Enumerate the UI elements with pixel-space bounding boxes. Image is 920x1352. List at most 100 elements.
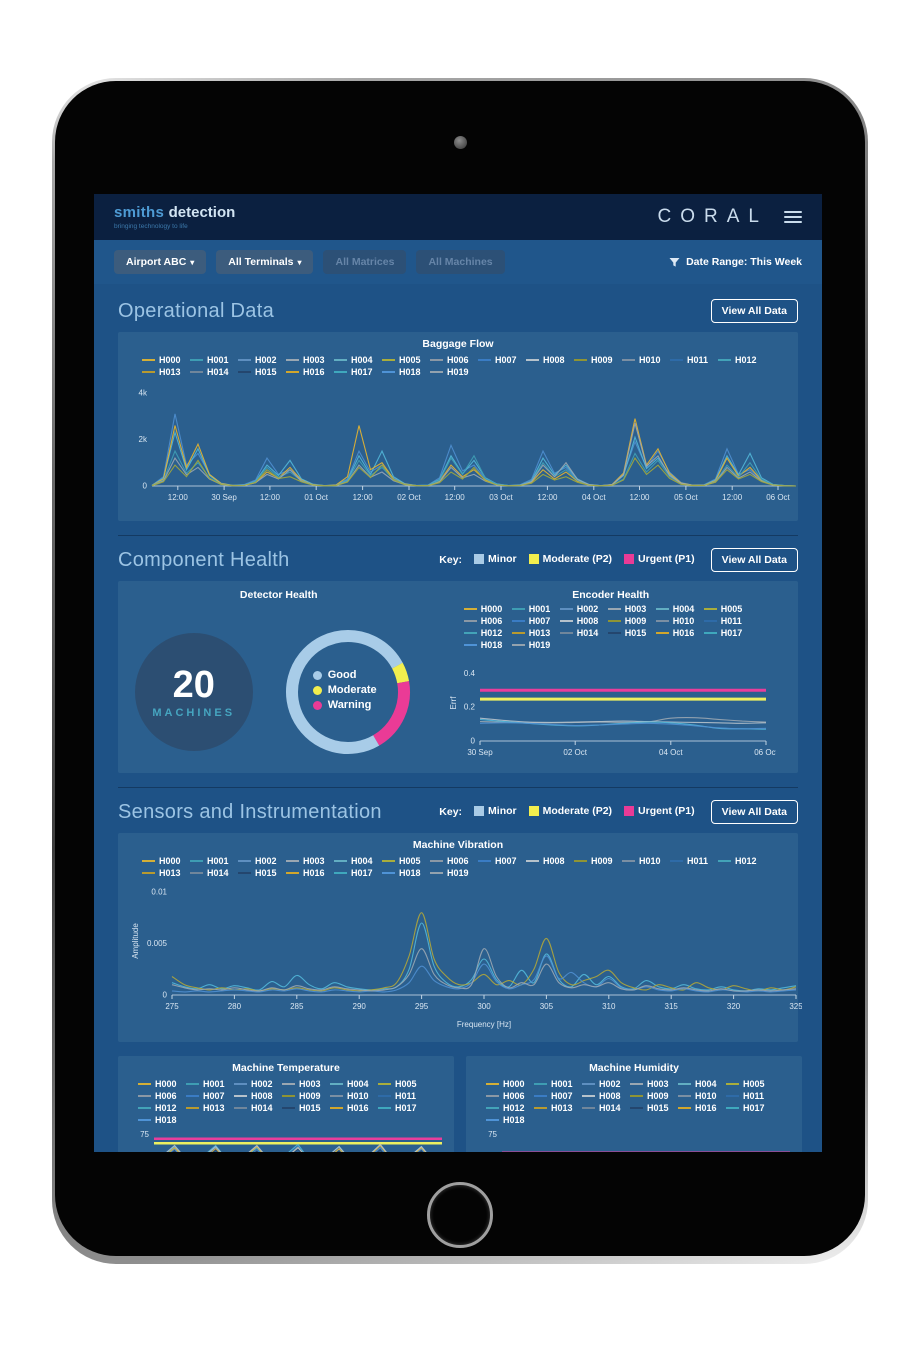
- legend-item-H000[interactable]: H000: [486, 1078, 534, 1090]
- legend-item-H009[interactable]: H009: [282, 1090, 330, 1102]
- legend-item-H008[interactable]: H008: [526, 855, 574, 867]
- matrices-dropdown[interactable]: All Matrices: [323, 250, 407, 274]
- legend-item-H005[interactable]: H005: [378, 1078, 426, 1090]
- legend-item-H011[interactable]: H011: [378, 1090, 426, 1102]
- legend-item-H017[interactable]: H017: [334, 867, 382, 879]
- legend-item-H003[interactable]: H003: [286, 855, 334, 867]
- legend-item-H016[interactable]: H016: [286, 867, 334, 879]
- legend-item-H013[interactable]: H013: [534, 1102, 582, 1114]
- legend-item-H015[interactable]: H015: [607, 627, 656, 639]
- legend-item-H002[interactable]: H002: [238, 354, 286, 366]
- legend-item-H014[interactable]: H014: [582, 1102, 630, 1114]
- legend-item-H012[interactable]: H012: [486, 1102, 534, 1114]
- legend-item-H019[interactable]: H019: [430, 867, 478, 879]
- legend-item-H005[interactable]: H005: [382, 354, 430, 366]
- legend-item-H016[interactable]: H016: [655, 627, 704, 639]
- legend-item-H002[interactable]: H002: [238, 855, 286, 867]
- legend-item-H014[interactable]: H014: [190, 366, 238, 378]
- menu-icon[interactable]: [784, 208, 802, 226]
- legend-item-H007[interactable]: H007: [478, 354, 526, 366]
- legend-item-H011[interactable]: H011: [726, 1090, 774, 1102]
- legend-item-H018[interactable]: H018: [382, 867, 430, 879]
- legend-item-H008[interactable]: H008: [559, 615, 608, 627]
- legend-item-H000[interactable]: H000: [142, 855, 190, 867]
- machines-dropdown[interactable]: All Machines: [416, 250, 505, 274]
- legend-item-H014[interactable]: H014: [190, 867, 238, 879]
- legend-item-H004[interactable]: H004: [678, 1078, 726, 1090]
- legend-item-H007[interactable]: H007: [534, 1090, 582, 1102]
- view-all-data-button-component[interactable]: View All Data: [710, 548, 798, 572]
- legend-item-H000[interactable]: H000: [142, 354, 190, 366]
- legend-item-H015[interactable]: H015: [238, 366, 286, 378]
- legend-item-H003[interactable]: H003: [630, 1078, 678, 1090]
- legend-item-H005[interactable]: H005: [382, 855, 430, 867]
- legend-item-H015[interactable]: H015: [282, 1102, 330, 1114]
- legend-item-H012[interactable]: H012: [463, 627, 512, 639]
- legend-item-H003[interactable]: H003: [282, 1078, 330, 1090]
- legend-item-H010[interactable]: H010: [330, 1090, 378, 1102]
- legend-item-H016[interactable]: H016: [678, 1102, 726, 1114]
- legend-item-H001[interactable]: H001: [511, 603, 560, 615]
- legend-item-H008[interactable]: H008: [582, 1090, 630, 1102]
- legend-item-H013[interactable]: H013: [511, 627, 560, 639]
- legend-item-H000[interactable]: H000: [138, 1078, 186, 1090]
- legend-item-H010[interactable]: H010: [622, 354, 670, 366]
- legend-item-H002[interactable]: H002: [559, 603, 608, 615]
- legend-item-H018[interactable]: H018: [138, 1114, 186, 1126]
- legend-item-H006[interactable]: H006: [430, 855, 478, 867]
- legend-item-H007[interactable]: H007: [186, 1090, 234, 1102]
- legend-item-H006[interactable]: H006: [430, 354, 478, 366]
- home-button[interactable]: [427, 1182, 493, 1248]
- legend-item-H002[interactable]: H002: [582, 1078, 630, 1090]
- legend-item-H016[interactable]: H016: [330, 1102, 378, 1114]
- legend-item-H005[interactable]: H005: [703, 603, 752, 615]
- legend-item-H013[interactable]: H013: [186, 1102, 234, 1114]
- legend-item-H013[interactable]: H013: [142, 867, 190, 879]
- legend-item-H006[interactable]: H006: [138, 1090, 186, 1102]
- legend-item-H017[interactable]: H017: [726, 1102, 774, 1114]
- legend-item-H004[interactable]: H004: [334, 354, 382, 366]
- legend-item-H001[interactable]: H001: [190, 354, 238, 366]
- legend-item-H012[interactable]: H012: [718, 354, 766, 366]
- legend-item-H015[interactable]: H015: [630, 1102, 678, 1114]
- legend-item-H010[interactable]: H010: [678, 1090, 726, 1102]
- legend-item-H017[interactable]: H017: [378, 1102, 426, 1114]
- legend-item-H018[interactable]: H018: [382, 366, 430, 378]
- legend-item-H002[interactable]: H002: [234, 1078, 282, 1090]
- legend-item-H005[interactable]: H005: [726, 1078, 774, 1090]
- airport-dropdown[interactable]: Airport ABC ▾: [114, 250, 207, 274]
- legend-item-H009[interactable]: H009: [607, 615, 656, 627]
- legend-item-H012[interactable]: H012: [138, 1102, 186, 1114]
- legend-item-H009[interactable]: H009: [630, 1090, 678, 1102]
- legend-item-H006[interactable]: H006: [463, 615, 512, 627]
- view-all-data-button-sensors[interactable]: View All Data: [710, 800, 798, 824]
- legend-item-H018[interactable]: H018: [463, 639, 512, 651]
- legend-item-H003[interactable]: H003: [286, 354, 334, 366]
- legend-item-H012[interactable]: H012: [718, 855, 766, 867]
- legend-item-H010[interactable]: H010: [655, 615, 704, 627]
- legend-item-H014[interactable]: H014: [234, 1102, 282, 1114]
- legend-item-H004[interactable]: H004: [330, 1078, 378, 1090]
- legend-item-H007[interactable]: H007: [511, 615, 560, 627]
- legend-item-H006[interactable]: H006: [486, 1090, 534, 1102]
- legend-item-H001[interactable]: H001: [534, 1078, 582, 1090]
- legend-item-H009[interactable]: H009: [574, 855, 622, 867]
- legend-item-H014[interactable]: H014: [559, 627, 608, 639]
- legend-item-H011[interactable]: H011: [670, 354, 718, 366]
- legend-item-H011[interactable]: H011: [703, 615, 752, 627]
- legend-item-H004[interactable]: H004: [655, 603, 704, 615]
- date-range-control[interactable]: Date Range: This Week: [669, 256, 802, 268]
- legend-item-H004[interactable]: H004: [334, 855, 382, 867]
- legend-item-H017[interactable]: H017: [703, 627, 752, 639]
- legend-item-H008[interactable]: H008: [234, 1090, 282, 1102]
- legend-item-H010[interactable]: H010: [622, 855, 670, 867]
- legend-item-H009[interactable]: H009: [574, 354, 622, 366]
- legend-item-H011[interactable]: H011: [670, 855, 718, 867]
- legend-item-H007[interactable]: H007: [478, 855, 526, 867]
- legend-item-H018[interactable]: H018: [486, 1114, 534, 1126]
- legend-item-H019[interactable]: H019: [430, 366, 478, 378]
- legend-item-H013[interactable]: H013: [142, 366, 190, 378]
- legend-item-H003[interactable]: H003: [607, 603, 656, 615]
- legend-item-H001[interactable]: H001: [186, 1078, 234, 1090]
- legend-item-H019[interactable]: H019: [511, 639, 560, 651]
